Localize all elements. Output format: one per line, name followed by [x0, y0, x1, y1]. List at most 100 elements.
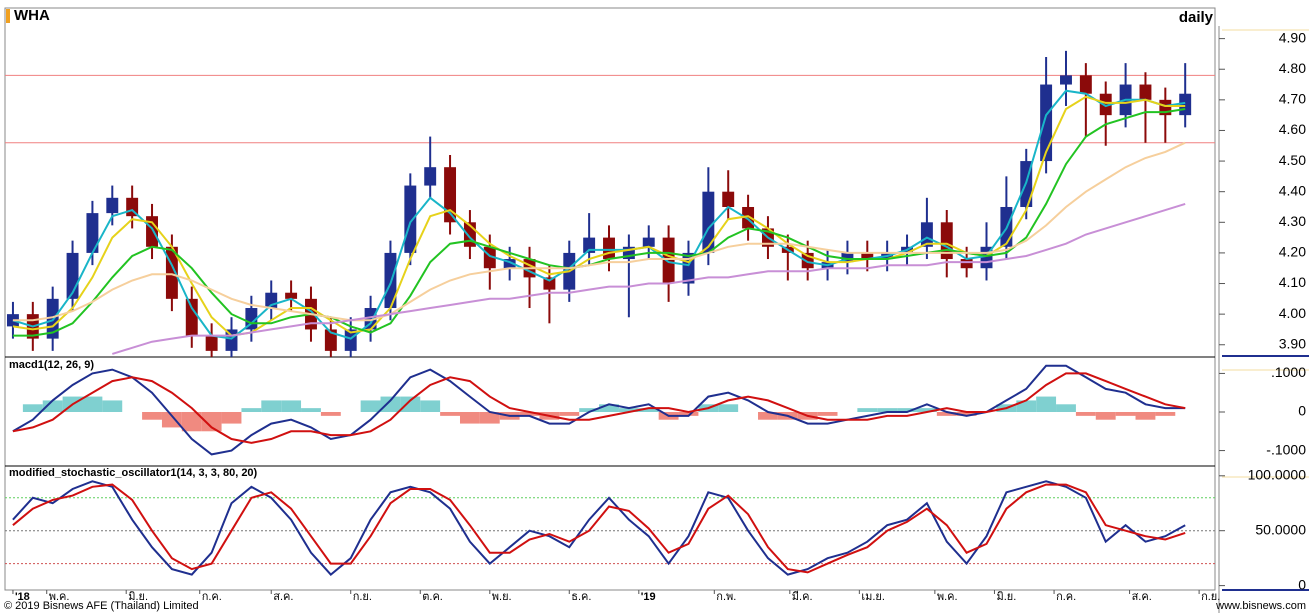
line	[12, 372, 1186, 444]
candle-body	[1079, 75, 1092, 94]
line	[112, 202, 1186, 355]
y-tick-label: 4.80	[1279, 60, 1306, 76]
histogram-bar	[936, 412, 957, 416]
histogram-bar	[718, 404, 739, 412]
histogram-bar	[161, 412, 182, 428]
y-tick-label: 50.0000	[1255, 521, 1306, 537]
candle-body	[424, 167, 437, 186]
candle-body	[702, 191, 715, 253]
histogram-bar	[22, 404, 43, 412]
candle-body	[642, 237, 655, 247]
candle-body	[1099, 93, 1112, 116]
x-tick-label: ส.ค.	[273, 591, 293, 603]
candle-body	[861, 252, 874, 260]
histogram-bar	[599, 404, 619, 412]
candle-body	[344, 329, 357, 351]
histogram-bar	[102, 400, 123, 412]
candle-body	[722, 191, 735, 207]
period: daily	[1179, 9, 1214, 26]
candle-body	[1060, 75, 1072, 85]
y-tick-label: -.1000	[1266, 441, 1306, 457]
candle-body	[165, 246, 178, 299]
y-tick-label: 4.00	[1279, 305, 1306, 321]
histogram-bar	[519, 412, 540, 416]
x-tick-label: ส.ค.	[1132, 591, 1152, 603]
histogram-bar	[1135, 412, 1156, 420]
candle-body	[463, 222, 476, 247]
candle-body	[404, 185, 417, 253]
candle-body	[146, 216, 158, 247]
histogram-bar	[758, 412, 778, 420]
y-tick-label: 0	[1298, 576, 1306, 592]
candle-body	[622, 246, 635, 260]
candle-body	[543, 277, 556, 290]
candle-body	[66, 252, 79, 299]
histogram-bar	[559, 412, 580, 416]
histogram-bar	[320, 412, 341, 416]
y-tick-label: 0	[1298, 403, 1306, 419]
y-tick-label: 4.20	[1279, 244, 1306, 260]
y-tick-label: 4.40	[1279, 182, 1306, 198]
histogram-bar	[181, 412, 202, 432]
plot-area	[5, 480, 1215, 576]
histogram-bar	[400, 396, 421, 412]
histogram-bar	[618, 408, 639, 412]
candle-body	[225, 329, 238, 351]
y-tick-label: 4.70	[1279, 91, 1306, 107]
x-tick-label: ธ.ค.	[571, 591, 591, 603]
candle-body	[364, 308, 377, 330]
candle-body	[603, 237, 615, 260]
candle-body	[841, 252, 854, 263]
histogram-bar	[142, 412, 162, 420]
candle-body	[662, 237, 675, 284]
histogram-bar	[281, 400, 302, 412]
y-tick-label: 4.90	[1279, 29, 1306, 45]
x-tick-label: ก.พ.	[716, 591, 736, 603]
line	[12, 141, 1186, 322]
candle-body	[265, 292, 278, 309]
y-tick-label: 3.90	[1279, 335, 1306, 351]
x-tick-label: พ.ค.	[49, 591, 70, 603]
y-tick-label: 100.0000	[1248, 466, 1307, 482]
candle-body	[1159, 99, 1172, 116]
candle-body	[503, 259, 516, 269]
histogram-bar	[221, 412, 242, 424]
y-tick-label: 4.10	[1279, 274, 1306, 290]
line	[12, 95, 1186, 337]
histogram-bar	[459, 412, 480, 424]
candle-body	[980, 246, 993, 269]
candle-body	[940, 222, 953, 260]
x-tick-label: เม.ย.	[861, 591, 885, 603]
site: www.bisnews.com	[1215, 600, 1306, 612]
y-tick-label: .1000	[1271, 364, 1306, 380]
candle-body	[126, 197, 139, 217]
x-tick-label: ก.ย.	[1201, 591, 1220, 603]
histogram-bar	[1155, 412, 1176, 416]
candle-body	[444, 167, 457, 223]
candle-body	[960, 259, 973, 269]
histogram-bar	[1036, 396, 1057, 412]
histogram-bar	[877, 408, 898, 412]
histogram-bar	[82, 396, 103, 412]
candle-body	[682, 252, 695, 284]
candle-body	[1179, 93, 1192, 116]
candle-body	[106, 197, 119, 214]
candle-body	[245, 308, 258, 330]
histogram-bar	[1016, 400, 1037, 412]
candle-body	[185, 298, 198, 336]
candle-body	[483, 246, 496, 269]
histogram-bar	[201, 412, 222, 432]
candle-body	[801, 252, 814, 269]
candle-body	[324, 329, 337, 351]
candle-body	[1040, 84, 1053, 162]
histogram-bar	[897, 408, 917, 412]
histogram-bar	[1095, 412, 1116, 420]
histogram-bar	[678, 412, 699, 416]
line	[12, 364, 1186, 456]
line	[12, 483, 1186, 574]
histogram-bar	[479, 412, 500, 424]
x-tick-label: ก.ค.	[202, 591, 222, 603]
candle-body	[920, 222, 933, 247]
x-tick-label: มิ.ย.	[996, 591, 1016, 603]
histogram-bar	[579, 408, 600, 412]
